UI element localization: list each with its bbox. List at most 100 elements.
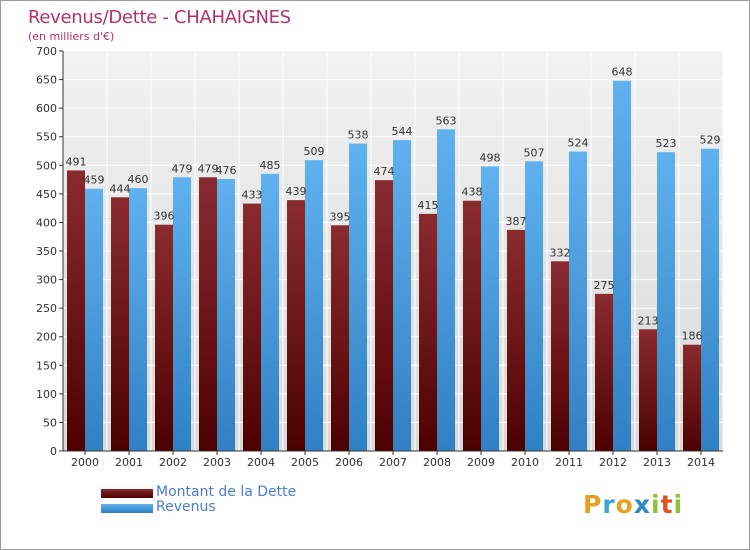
bar-revenue-2003 <box>217 179 235 451</box>
bar-revenue-2006 <box>349 143 367 452</box>
bar-debt-2004 <box>243 203 261 451</box>
value-label-debt-2000: 491 <box>66 155 87 168</box>
value-label-debt-2009: 438 <box>462 186 483 199</box>
bar-debt-2009 <box>463 200 481 451</box>
y-tick-label: 650 <box>36 74 57 87</box>
y-tick-label: 400 <box>36 216 57 229</box>
x-tick-label-2014: 2014 <box>687 456 715 469</box>
logo-letter: i <box>673 490 684 519</box>
bar-revenue-2008 <box>437 129 455 452</box>
bar-debt-2001 <box>111 197 129 451</box>
bar-debt-2012 <box>595 293 613 451</box>
bar-revenue-2007 <box>393 140 411 451</box>
logo-letter: P <box>583 490 603 519</box>
y-tick-label: 550 <box>36 131 57 144</box>
value-label-revenue-2003: 476 <box>216 164 237 177</box>
legend-swatch-debt <box>101 489 153 498</box>
y-tick-label: 300 <box>36 274 57 287</box>
y-tick-label: 100 <box>36 388 57 401</box>
x-tick-label-2013: 2013 <box>643 456 671 469</box>
y-tick-label: 250 <box>36 302 57 315</box>
value-label-debt-2005: 439 <box>286 185 307 198</box>
value-label-revenue-2004: 485 <box>260 159 281 172</box>
value-label-revenue-2013: 523 <box>656 137 677 150</box>
x-tick-label-2012: 2012 <box>599 456 627 469</box>
x-tick-label-2006: 2006 <box>335 456 363 469</box>
bar-debt-2014 <box>683 344 701 451</box>
value-label-revenue-2005: 509 <box>304 145 325 158</box>
y-tick-label: 50 <box>43 416 57 429</box>
bar-debt-2010 <box>507 229 525 451</box>
bar-debt-2003 <box>199 177 217 452</box>
value-label-debt-2014: 186 <box>682 330 703 343</box>
bar-revenue-2013 <box>657 152 675 451</box>
x-tick-label-2002: 2002 <box>159 456 187 469</box>
bar-revenue-2014 <box>701 148 719 451</box>
value-label-revenue-2011: 524 <box>568 137 589 150</box>
proxiti-logo: Proxiti <box>583 490 683 519</box>
x-tick-label-2003: 2003 <box>203 456 231 469</box>
bar-debt-2005 <box>287 200 305 451</box>
value-label-revenue-2014: 529 <box>700 134 721 147</box>
value-label-debt-2012: 275 <box>594 279 615 292</box>
y-tick-label: 200 <box>36 331 57 344</box>
bar-revenue-2002 <box>173 177 191 452</box>
y-tick-label: 700 <box>36 45 57 58</box>
value-label-debt-2010: 387 <box>506 215 527 228</box>
axes: 0 50 100 150 200 250 300 350 400 450 500 550 600 650 7… <box>36 45 723 469</box>
bar-revenue-2011 <box>569 151 587 452</box>
value-label-debt-2007: 474 <box>374 165 395 178</box>
logo-letter: x <box>633 490 651 519</box>
y-tick-label: 150 <box>36 359 57 372</box>
y-tick-label: 600 <box>36 102 57 115</box>
logo-letter: t <box>660 490 674 519</box>
value-label-debt-2013: 213 <box>638 314 659 327</box>
y-tick-label: 500 <box>36 159 57 172</box>
bar-debt-2006 <box>331 225 349 451</box>
logo-letter: i <box>651 490 661 519</box>
value-label-revenue-2007: 544 <box>392 125 413 138</box>
bar-revenue-2005 <box>305 160 323 451</box>
value-label-debt-2003: 479 <box>198 162 219 175</box>
x-tick-label-2001: 2001 <box>115 456 143 469</box>
y-tick-label: 450 <box>36 188 57 201</box>
chart-title: Revenus/Dette - CHAHAIGNES <box>28 7 291 28</box>
value-label-revenue-2002: 479 <box>172 162 193 175</box>
bar-revenue-2004 <box>261 173 279 451</box>
bars <box>67 80 719 452</box>
x-tick-label-2008: 2008 <box>423 456 451 469</box>
value-label-debt-2011: 332 <box>550 246 571 259</box>
bar-debt-2011 <box>551 261 569 451</box>
bar-revenue-2000 <box>85 188 103 451</box>
bar-debt-2002 <box>155 224 173 451</box>
bar-debt-2000 <box>67 170 85 451</box>
value-label-debt-2001: 444 <box>110 182 131 195</box>
bar-revenue-2001 <box>129 188 147 451</box>
x-tick-label-2000: 2000 <box>71 456 99 469</box>
x-tick-label-2004: 2004 <box>247 456 275 469</box>
bar-revenue-2009 <box>481 166 499 451</box>
value-label-revenue-2008: 563 <box>436 114 457 127</box>
value-label-revenue-2012: 648 <box>612 66 633 79</box>
value-label-debt-2004: 433 <box>242 189 263 202</box>
x-tick-label-2010: 2010 <box>511 456 539 469</box>
x-tick-label-2005: 2005 <box>291 456 319 469</box>
value-label-debt-2008: 415 <box>418 199 439 212</box>
bar-debt-2013 <box>639 329 657 451</box>
legend-swatch-revenue <box>101 504 153 513</box>
value-label-revenue-2009: 498 <box>480 151 501 164</box>
bar-debt-2008 <box>419 213 437 451</box>
bar-revenue-2010 <box>525 161 543 452</box>
y-tick-label: 0 <box>50 445 57 458</box>
value-label-debt-2002: 396 <box>154 210 175 223</box>
value-label-debt-2006: 395 <box>330 210 351 223</box>
value-label-revenue-2001: 460 <box>128 173 149 186</box>
x-tick-label-2011: 2011 <box>555 456 583 469</box>
x-tick-label-2009: 2009 <box>467 456 495 469</box>
legend-label-revenue: Revenus <box>156 499 216 515</box>
value-label-revenue-2010: 507 <box>524 146 545 159</box>
logo-letter: r <box>602 490 616 519</box>
